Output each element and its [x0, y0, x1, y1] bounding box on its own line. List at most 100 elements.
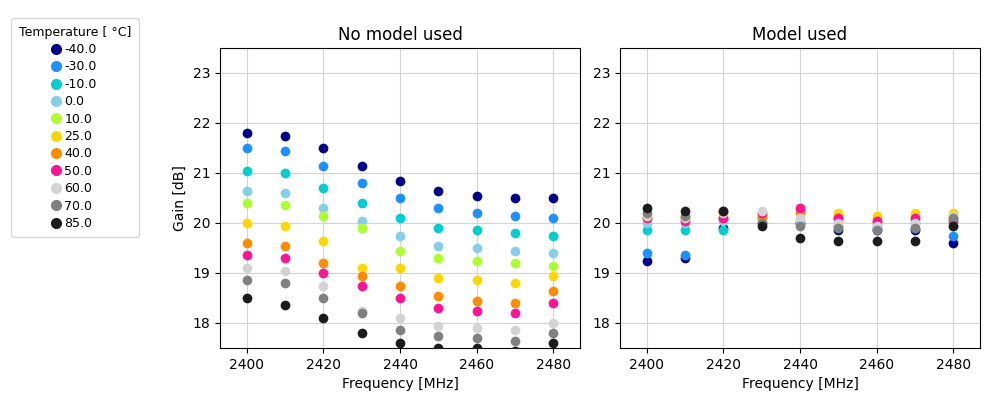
Point [869, 212, 885, 219]
Point [430, 332, 446, 339]
Point [430, 242, 446, 249]
Point [792, 205, 808, 211]
Point [392, 315, 408, 321]
Point [754, 222, 770, 229]
Point [677, 215, 693, 221]
Point [507, 337, 523, 344]
Point [507, 230, 523, 236]
Point [754, 212, 770, 219]
Point [315, 205, 331, 211]
Point [754, 210, 770, 216]
Point [715, 217, 731, 224]
Point [315, 145, 331, 151]
Point [315, 315, 331, 321]
Point [907, 227, 923, 234]
Point [945, 215, 961, 221]
Point [469, 277, 485, 284]
Point [430, 187, 446, 194]
Point [869, 217, 885, 224]
Point [830, 215, 846, 221]
Point [507, 347, 523, 354]
Title: Model used: Model used [752, 26, 848, 44]
Point [869, 215, 885, 221]
Point [715, 227, 731, 234]
Point [277, 255, 293, 261]
Point [830, 237, 846, 244]
Point [830, 215, 846, 221]
Point [792, 220, 808, 226]
Point [430, 225, 446, 231]
Point [354, 225, 370, 231]
Point [715, 210, 731, 216]
Point [945, 217, 961, 224]
Point [507, 300, 523, 306]
Point [315, 270, 331, 276]
Point [869, 222, 885, 229]
Point [277, 222, 293, 229]
Point [545, 320, 561, 326]
Point [469, 227, 485, 234]
X-axis label: Frequency [MHz]: Frequency [MHz] [342, 377, 458, 391]
Point [639, 212, 655, 219]
Point [639, 215, 655, 221]
Point [869, 217, 885, 224]
Point [945, 215, 961, 221]
Point [907, 237, 923, 244]
Point [754, 210, 770, 216]
Point [754, 220, 770, 226]
Point [469, 335, 485, 341]
Point [507, 310, 523, 316]
Point [945, 222, 961, 229]
Point [469, 257, 485, 264]
Point [392, 177, 408, 184]
Point [354, 307, 370, 314]
Point [545, 232, 561, 239]
Point [239, 277, 255, 284]
Point [315, 162, 331, 169]
Point [945, 222, 961, 229]
Point [639, 205, 655, 211]
Point [869, 225, 885, 231]
Point [469, 245, 485, 251]
Point [392, 195, 408, 201]
Point [239, 220, 255, 226]
Point [545, 215, 561, 221]
Point [315, 237, 331, 244]
Point [830, 220, 846, 226]
Point [354, 200, 370, 206]
Point [507, 212, 523, 219]
Point [469, 297, 485, 304]
Point [507, 327, 523, 334]
Point [945, 212, 961, 219]
Point [315, 260, 331, 266]
Point [392, 327, 408, 334]
Point [239, 240, 255, 246]
Point [907, 225, 923, 231]
Point [715, 215, 731, 221]
Point [392, 215, 408, 221]
Point [754, 207, 770, 214]
Point [507, 280, 523, 286]
Point [715, 210, 731, 216]
Point [277, 242, 293, 249]
Point [792, 207, 808, 214]
Point [507, 247, 523, 254]
Point [239, 265, 255, 271]
Point [392, 282, 408, 289]
Point [945, 232, 961, 239]
Point [830, 210, 846, 216]
Point [277, 190, 293, 196]
Point [830, 222, 846, 229]
Point [545, 262, 561, 269]
Point [239, 252, 255, 259]
Point [430, 205, 446, 211]
Point [792, 220, 808, 226]
Point [945, 210, 961, 216]
Point [792, 235, 808, 241]
Point [277, 170, 293, 176]
Point [239, 167, 255, 174]
Point [754, 215, 770, 221]
Point [239, 295, 255, 301]
Point [545, 195, 561, 201]
Point [639, 210, 655, 216]
